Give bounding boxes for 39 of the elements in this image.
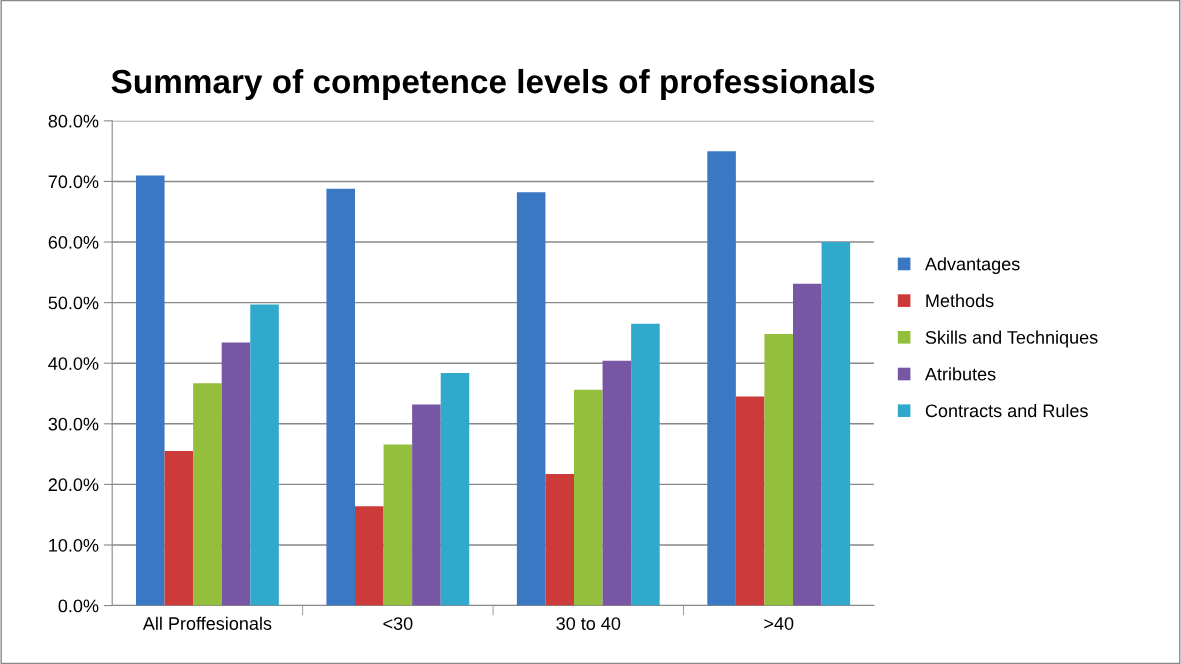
bar xyxy=(250,304,279,606)
y-tick-label: 0.0% xyxy=(58,599,99,613)
bar xyxy=(735,396,765,606)
y-tick-label: 20.0% xyxy=(48,478,99,492)
bar xyxy=(793,283,822,606)
bar xyxy=(440,372,470,606)
legend-label: Skills and Techniques xyxy=(925,330,1098,348)
chart-title: Summary of competence levels of professionals xyxy=(111,68,875,100)
x-tick-label: All Proffesionals xyxy=(142,616,272,630)
legend-label: Atributes xyxy=(924,367,996,381)
x-tick-label: <30 xyxy=(383,617,413,630)
bar xyxy=(221,342,251,606)
x-tick-label: >40 xyxy=(764,617,794,630)
y-tick-label: 50.0% xyxy=(48,296,99,310)
y-tick-label: 80.0% xyxy=(48,114,99,128)
y-tick-label: 10.0% xyxy=(49,538,99,552)
bar xyxy=(412,404,441,606)
legend-label: Contracts and Rules xyxy=(925,403,1088,418)
bar xyxy=(631,323,660,606)
bar xyxy=(764,334,793,606)
bar xyxy=(602,360,632,606)
bar xyxy=(193,383,222,606)
bar xyxy=(383,444,413,606)
bar xyxy=(355,506,384,606)
y-tick-label: 70.0% xyxy=(48,175,99,189)
bar xyxy=(574,389,603,606)
bar xyxy=(164,451,194,606)
legend-label: Advantages xyxy=(924,257,1020,274)
x-tick-label: 30 to 40 xyxy=(556,617,621,630)
bar xyxy=(707,151,736,606)
bar xyxy=(545,474,574,606)
bar xyxy=(516,192,546,606)
bar xyxy=(821,242,851,606)
legend-label: Methods xyxy=(926,293,994,308)
y-tick-label: 60.0% xyxy=(48,235,99,249)
y-tick-label: 30.0% xyxy=(48,417,99,431)
bar xyxy=(136,175,165,606)
y-tick-label: 40.0% xyxy=(48,357,99,370)
bar xyxy=(326,188,355,606)
